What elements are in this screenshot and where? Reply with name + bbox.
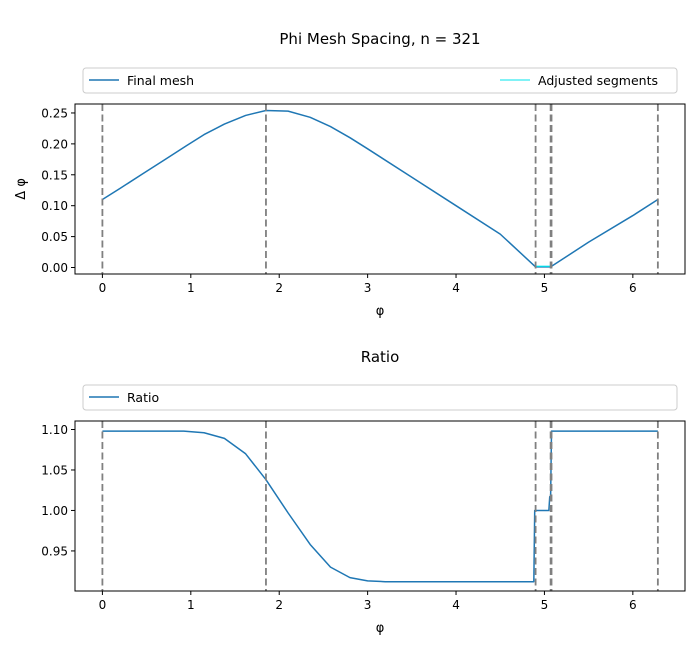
x-tick-label: 1 [187,281,195,295]
x-tick-label: 2 [275,281,283,295]
axes-frame [74,103,686,275]
x-tick-label: 5 [541,281,549,295]
mesh-spacing-x-axis-label: φ [376,304,385,319]
y-tick-label: 0.15 [41,168,68,182]
y-tick-label: 1.05 [41,463,68,477]
ratio-title: Ratio [361,348,400,366]
x-tick-label: 4 [452,281,460,295]
x-tick-label: 5 [541,598,549,612]
legend-label-ratio: Ratio [127,390,159,405]
x-tick-label: 0 [99,281,107,295]
ratio-x-axis-label: φ [376,621,385,636]
y-tick-label: 0.95 [41,544,68,558]
mesh-spacing-plot-area: 0 1 2 3 4 5 6 0.00 0.05 0.10 0.15 0.20 0.25 [41,103,686,295]
x-tick-label: 2 [275,598,283,612]
y-tick-label: 0.20 [41,137,68,151]
series-line-final-mesh [102,109,659,268]
legend-label-final-mesh: Final mesh [127,73,194,88]
legend-frame [82,67,678,94]
mesh-spacing-title: Phi Mesh Spacing, n = 321 [279,30,480,48]
x-tick-label: 1 [187,598,195,612]
ratio-chart: Ratio Ratio 0 1 2 3 4 5 6 0.95 1.00 1.05 1.10 φ [41,348,686,636]
legend-label-adjusted-segments: Adjusted segments [538,73,658,88]
y-tick-label: 0.25 [41,106,68,120]
y-tick-label: 1.10 [41,423,68,437]
y-tick-label: 0.10 [41,199,68,213]
ratio-plot-area: 0 1 2 3 4 5 6 0.95 1.00 1.05 1.10 [41,420,686,612]
legend-frame [82,384,678,411]
y-tick-label: 0.00 [41,261,68,275]
y-tick-label: 1.00 [41,504,68,518]
x-tick-label: 6 [629,598,637,612]
x-tick-label: 6 [629,281,637,295]
mesh-spacing-y-axis-label: Δ φ [14,178,29,200]
series-line-ratio [102,430,658,583]
x-tick-label: 0 [99,598,107,612]
axes-frame [74,420,686,592]
y-tick-label: 0.05 [41,230,68,244]
mesh-spacing-legend: Final mesh Adjusted segments [82,67,678,94]
x-tick-label: 4 [452,598,460,612]
mesh-spacing-chart: Phi Mesh Spacing, n = 321 Final mesh Adj… [14,30,686,319]
x-tick-label: 3 [364,598,372,612]
ratio-legend: Ratio [82,384,678,411]
x-tick-label: 3 [364,281,372,295]
